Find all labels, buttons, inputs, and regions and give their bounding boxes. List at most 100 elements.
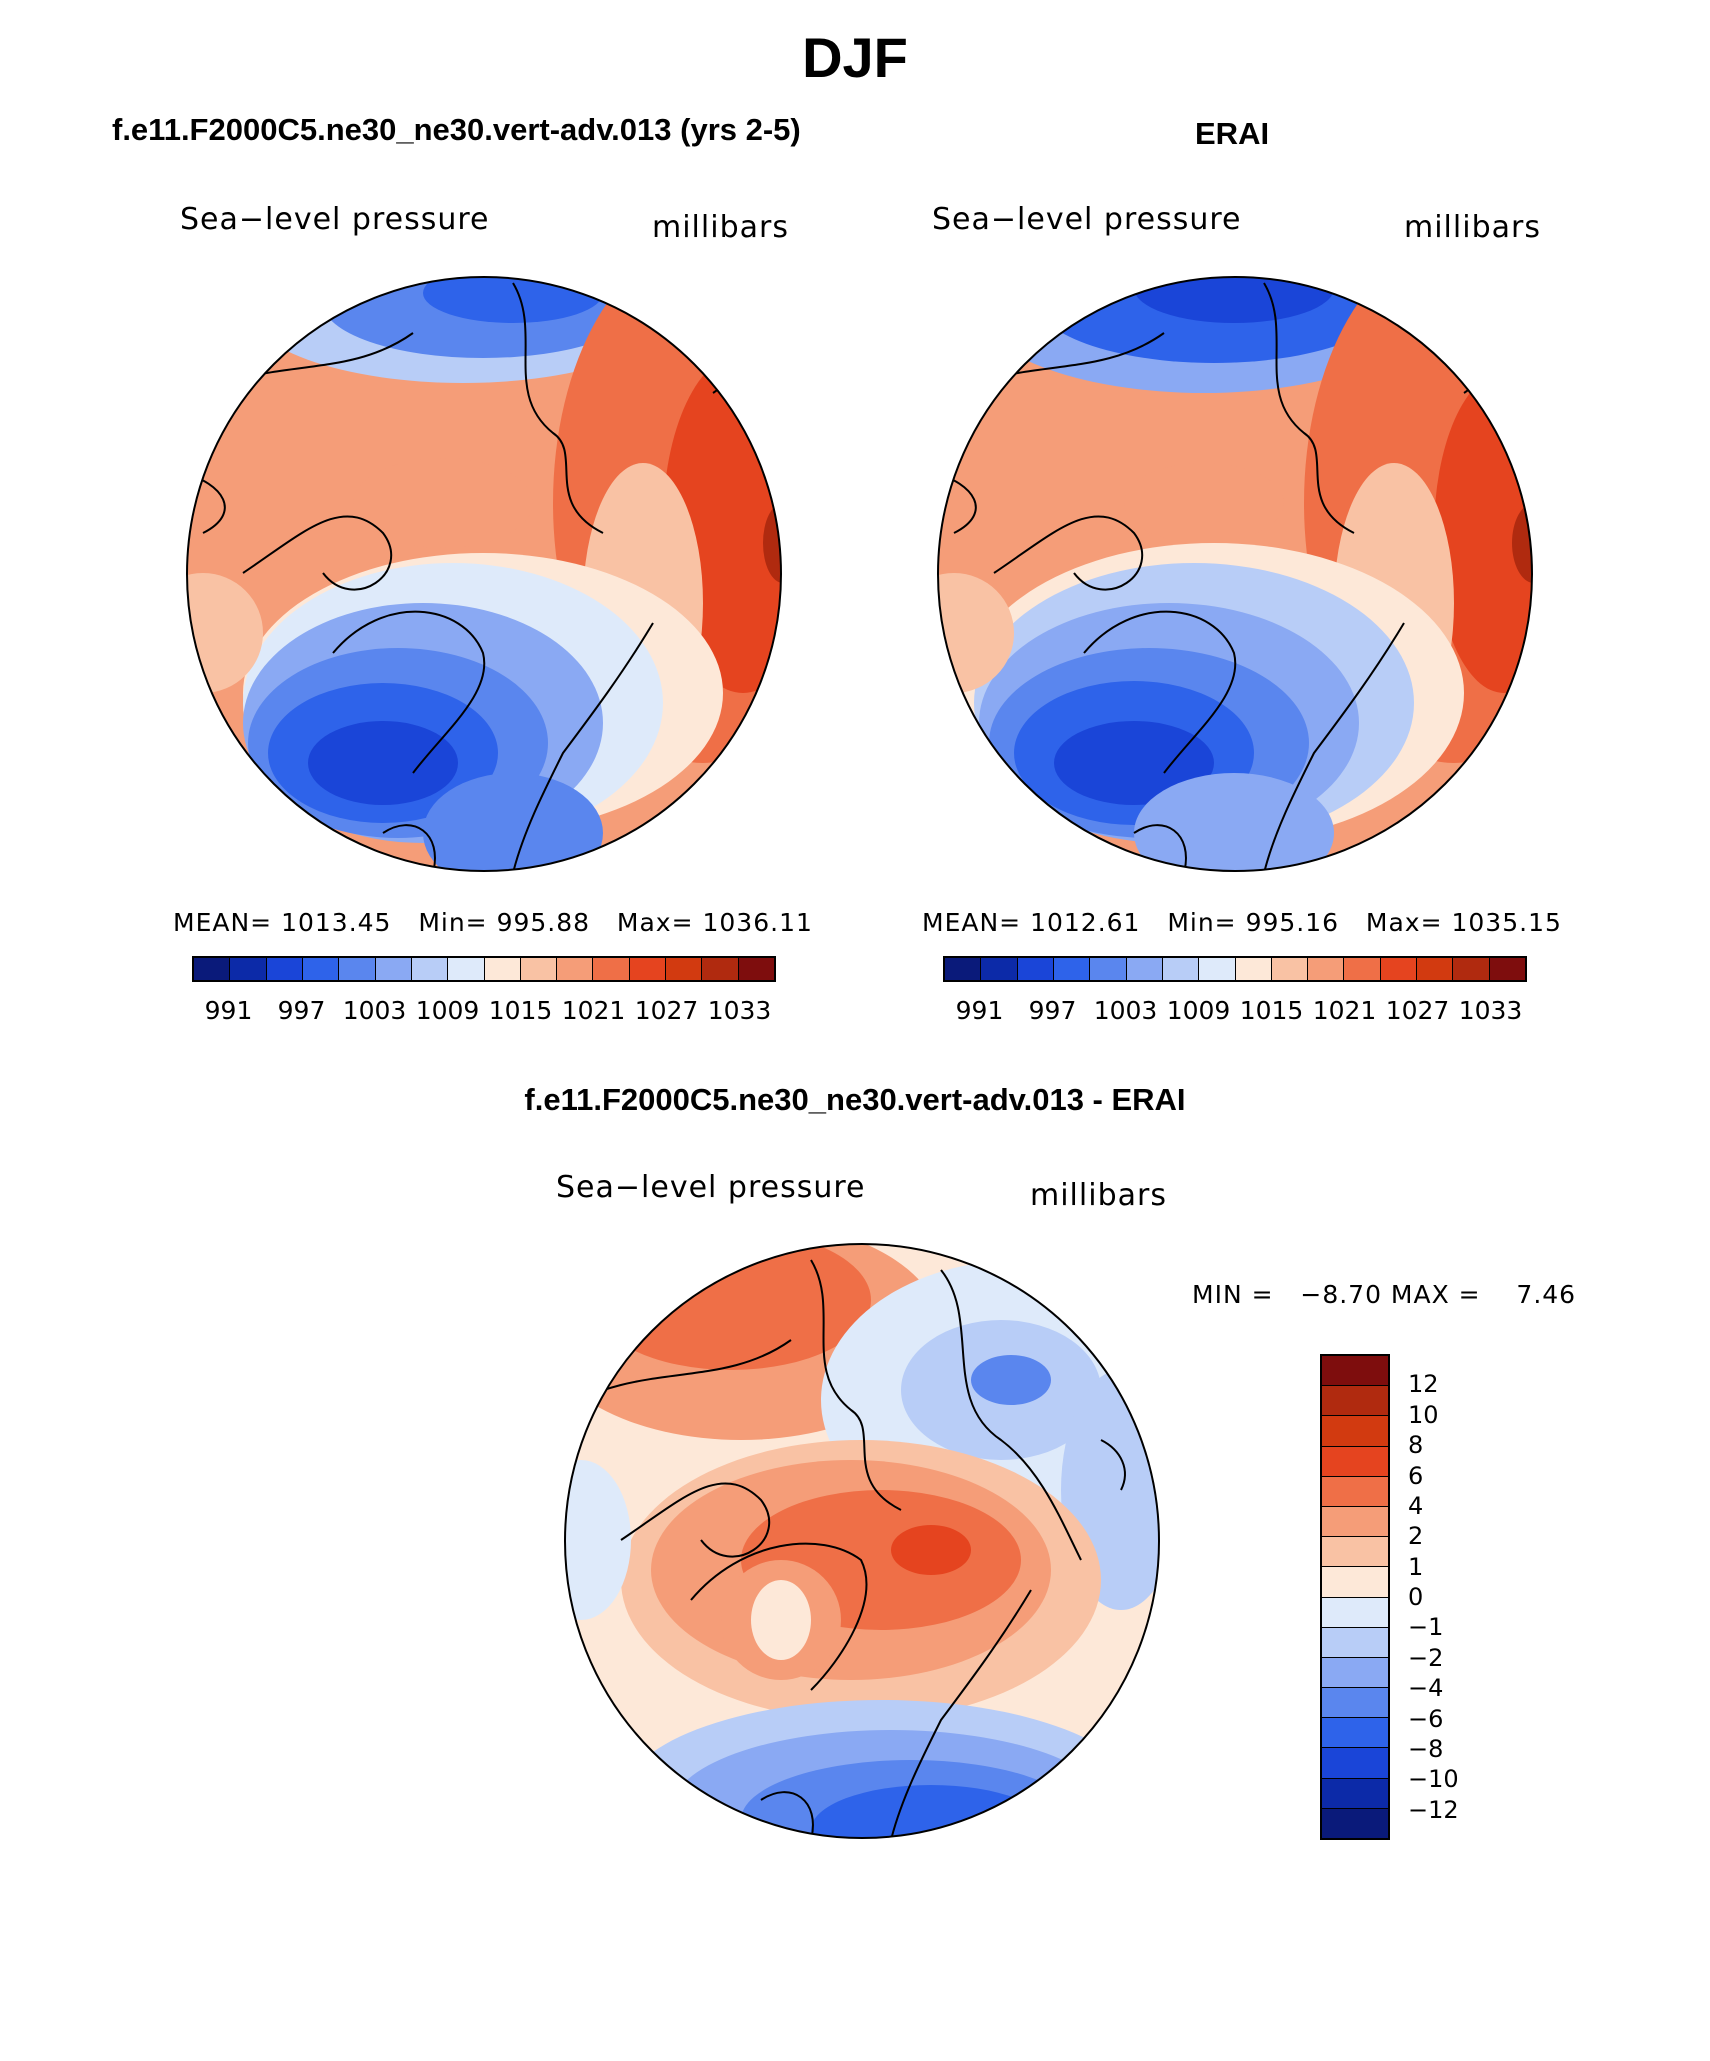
panel2-mean: 1012.61	[1030, 908, 1141, 937]
panel2-colorbar	[943, 956, 1527, 982]
panel3-colorbar-ticks: 12 10 8 6 4 2 1 0 −1 −2 −4 −6 −8 −10 −12	[1408, 1354, 1468, 1840]
colorbar-swatch	[1322, 1567, 1388, 1598]
colorbar-swatch	[1322, 1506, 1388, 1538]
colorbar-tick-label: 1027	[1385, 996, 1450, 1025]
panel1-min-label: Min=	[418, 908, 488, 937]
colorbar-swatch	[411, 958, 449, 980]
panel1-left-label: Sea−level pressure	[180, 202, 490, 237]
panel2-mean-label: MEAN=	[922, 908, 1022, 937]
colorbar-swatch	[981, 958, 1018, 980]
colorbar-swatch	[1322, 1476, 1388, 1507]
colorbar-swatch	[1322, 1748, 1388, 1779]
panel2-left-label: Sea−level pressure	[932, 202, 1242, 237]
colorbar-swatch	[1322, 1386, 1388, 1417]
colorbar-swatch	[1308, 958, 1345, 980]
colorbar-tick-label: 4	[1408, 1491, 1424, 1520]
colorbar-tick-label: 991	[955, 996, 1004, 1025]
colorbar-swatch	[266, 958, 303, 980]
colorbar-swatch	[1322, 1627, 1388, 1658]
colorbar-swatch	[702, 958, 739, 980]
colorbar-tick-label: −12	[1408, 1795, 1459, 1824]
colorbar-swatch	[1322, 1808, 1388, 1838]
colorbar-tick-label: 1009	[1166, 996, 1231, 1025]
panel3-polar-map	[564, 1243, 1160, 1839]
panel1-mean-label: MEAN=	[173, 908, 273, 937]
colorbar-tick-label: 12	[1408, 1370, 1439, 1399]
colorbar-tick-label: −1	[1408, 1613, 1444, 1642]
colorbar-swatch	[629, 958, 667, 980]
colorbar-swatch	[1199, 958, 1236, 980]
panel2-max-label: Max=	[1365, 908, 1443, 937]
panel2-right-label: millibars	[1404, 210, 1541, 245]
colorbar-swatch	[1090, 958, 1127, 980]
colorbar-tick-label: −6	[1408, 1704, 1444, 1733]
panel3-colorbar	[1320, 1354, 1390, 1840]
colorbar-swatch	[1126, 958, 1163, 980]
panel1-colorbar-ticks: 991 997 1003 1009 1015 1021 1027 1033	[192, 996, 776, 1026]
colorbar-swatch	[1322, 1446, 1388, 1477]
colorbar-swatch	[1235, 958, 1272, 980]
panel3-right-label: millibars	[1030, 1178, 1167, 1213]
colorbar-swatch	[1053, 958, 1091, 980]
colorbar-swatch	[520, 958, 558, 980]
colorbar-tick-label: 1015	[488, 996, 553, 1025]
colorbar-swatch	[666, 958, 703, 980]
colorbar-tick-label: −2	[1408, 1643, 1444, 1672]
colorbar-tick-label: 1021	[1312, 996, 1377, 1025]
panel2-min: 995.16	[1245, 908, 1340, 937]
colorbar-swatch	[1322, 1778, 1388, 1809]
panel2-stats: MEAN= 1012.61 Min= 995.16 Max= 1035.15	[922, 908, 1562, 937]
colorbar-swatch	[945, 958, 982, 980]
colorbar-swatch	[194, 958, 231, 980]
main-title: DJF	[802, 26, 908, 89]
panel1-polar-map	[186, 276, 782, 872]
colorbar-tick-label: −10	[1408, 1765, 1459, 1794]
colorbar-tick-label: −4	[1408, 1674, 1444, 1703]
panel1-min: 995.88	[496, 908, 591, 937]
colorbar-swatch	[1322, 1657, 1388, 1689]
colorbar-swatch	[1322, 1688, 1388, 1719]
colorbar-tick-label: 1009	[415, 996, 480, 1025]
panel1-title: f.e11.F2000C5.ne30_ne30.vert-adv.013 (yr…	[112, 112, 801, 147]
colorbar-tick-label: 1021	[561, 996, 626, 1025]
panel2-min-label: Min=	[1167, 908, 1237, 937]
panel2-colorbar-ticks: 991 997 1003 1009 1015 1021 1027 1033	[943, 996, 1527, 1026]
colorbar-tick-label: 997	[1028, 996, 1077, 1025]
panel1-max: 1036.11	[702, 908, 813, 937]
colorbar-swatch	[1322, 1356, 1388, 1387]
colorbar-tick-label: 991	[204, 996, 253, 1025]
colorbar-swatch	[302, 958, 340, 980]
colorbar-swatch	[738, 958, 774, 980]
colorbar-swatch	[230, 958, 267, 980]
colorbar-swatch	[1489, 958, 1525, 980]
panel2-max: 1035.15	[1451, 908, 1562, 937]
colorbar-swatch	[484, 958, 521, 980]
colorbar-swatch	[593, 958, 630, 980]
panel1-max-label: Max=	[616, 908, 694, 937]
colorbar-tick-label: 997	[277, 996, 326, 1025]
colorbar-swatch	[1322, 1537, 1388, 1568]
colorbar-tick-label: 0	[1408, 1583, 1424, 1611]
panel1-colorbar	[192, 956, 776, 982]
colorbar-swatch	[1017, 958, 1054, 980]
colorbar-tick-label: 2	[1408, 1522, 1424, 1551]
colorbar-tick-label: 1015	[1239, 996, 1304, 1025]
panel2-title: ERAI	[1195, 116, 1270, 151]
colorbar-tick-label: 1027	[634, 996, 699, 1025]
colorbar-swatch	[1322, 1416, 1388, 1447]
colorbar-swatch	[1162, 958, 1200, 980]
colorbar-tick-label: 1033	[707, 996, 772, 1025]
colorbar-tick-label: −8	[1408, 1734, 1444, 1763]
colorbar-swatch	[1271, 958, 1309, 980]
colorbar-tick-label: 10	[1408, 1400, 1439, 1429]
colorbar-tick-label: 1033	[1458, 996, 1523, 1025]
panel2-polar-map	[937, 276, 1533, 872]
colorbar-swatch	[1453, 958, 1490, 980]
colorbar-swatch	[1322, 1718, 1388, 1749]
colorbar-tick-label: 8	[1408, 1431, 1424, 1460]
colorbar-tick-label: 1003	[1093, 996, 1158, 1025]
panel1-stats: MEAN= 1013.45 Min= 995.88 Max= 1036.11	[173, 908, 813, 937]
colorbar-tick-label: 6	[1408, 1461, 1424, 1490]
colorbar-swatch	[448, 958, 485, 980]
colorbar-swatch	[1417, 958, 1454, 980]
